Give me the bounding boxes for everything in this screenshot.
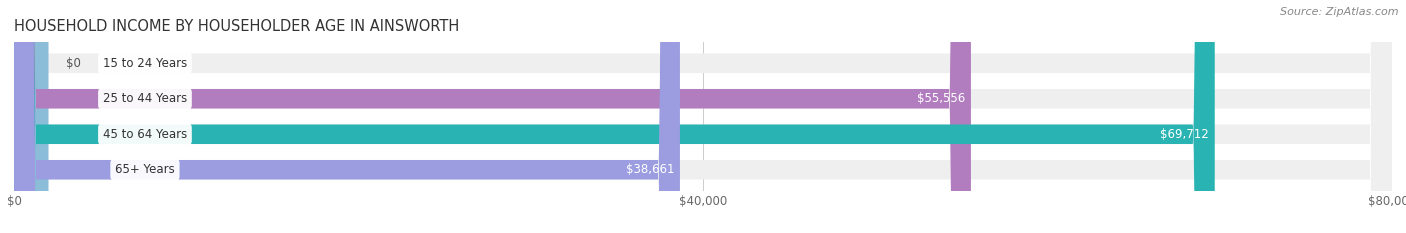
FancyBboxPatch shape (14, 0, 1392, 233)
FancyBboxPatch shape (14, 0, 1215, 233)
FancyBboxPatch shape (14, 0, 1392, 233)
Text: HOUSEHOLD INCOME BY HOUSEHOLDER AGE IN AINSWORTH: HOUSEHOLD INCOME BY HOUSEHOLDER AGE IN A… (14, 19, 460, 34)
FancyBboxPatch shape (14, 0, 48, 233)
Text: Source: ZipAtlas.com: Source: ZipAtlas.com (1281, 7, 1399, 17)
FancyBboxPatch shape (14, 0, 1392, 233)
Text: 45 to 64 Years: 45 to 64 Years (103, 128, 187, 141)
Text: $38,661: $38,661 (626, 163, 675, 176)
Text: $69,712: $69,712 (1160, 128, 1209, 141)
FancyBboxPatch shape (14, 0, 1392, 233)
Text: 15 to 24 Years: 15 to 24 Years (103, 57, 187, 70)
Text: $0: $0 (66, 57, 82, 70)
Text: 25 to 44 Years: 25 to 44 Years (103, 92, 187, 105)
Text: $55,556: $55,556 (917, 92, 966, 105)
FancyBboxPatch shape (14, 0, 972, 233)
FancyBboxPatch shape (14, 0, 681, 233)
Text: 65+ Years: 65+ Years (115, 163, 174, 176)
